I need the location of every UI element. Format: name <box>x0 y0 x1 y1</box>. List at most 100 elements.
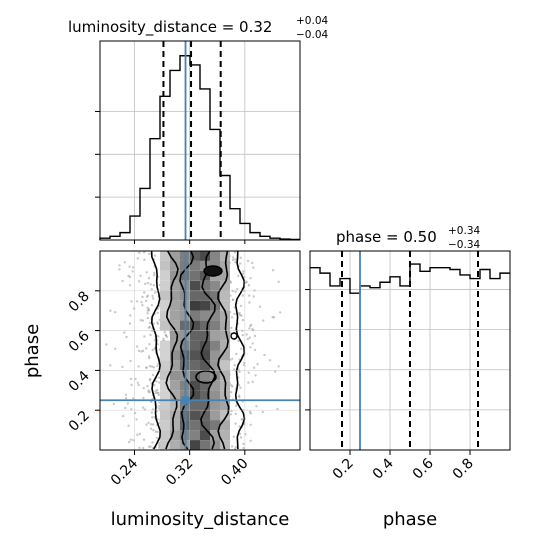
scatter-point <box>249 423 252 426</box>
density-cell <box>160 340 170 351</box>
density-cell <box>170 380 180 391</box>
density-cell <box>220 370 230 381</box>
scatter-point <box>136 433 139 436</box>
scatter-point <box>231 445 234 448</box>
scatter-point <box>148 365 152 368</box>
scatter-point <box>142 386 145 390</box>
scatter-point <box>251 380 254 383</box>
density-cell <box>220 420 230 430</box>
scatter-point <box>148 343 151 346</box>
scatter-point <box>251 328 254 331</box>
scatter-point <box>129 377 133 381</box>
scatter-point <box>156 364 159 368</box>
density-cell <box>190 410 200 421</box>
scatter-point <box>132 397 135 400</box>
density-cell <box>220 300 230 311</box>
density-cell <box>200 360 210 371</box>
scatter-point <box>155 436 159 439</box>
density-cell <box>200 430 210 440</box>
density-cell <box>170 251 180 261</box>
scatter-point <box>129 438 133 441</box>
scatter-point <box>277 365 280 368</box>
density-cell <box>200 330 210 341</box>
scatter-point <box>105 343 108 346</box>
scatter-point <box>135 300 139 303</box>
scatter-point <box>137 349 141 353</box>
xtick-label-phase: 0.4 <box>370 455 397 482</box>
scatter-point <box>153 271 156 275</box>
ytick-label-phase: 0.2 <box>66 408 93 435</box>
density-cell <box>190 260 200 271</box>
scatter-point <box>136 381 139 384</box>
scatter-point <box>241 318 245 322</box>
scatter-point <box>252 366 256 369</box>
contour-island <box>203 265 223 277</box>
scatter-point <box>142 446 145 450</box>
scatter-point <box>251 342 254 345</box>
scatter-point <box>234 261 237 264</box>
scatter-point <box>233 364 236 367</box>
density-cell <box>200 350 210 361</box>
density-cell <box>210 430 220 440</box>
scatter-point <box>151 294 154 298</box>
scatter-point <box>247 284 251 287</box>
scatter-point <box>145 423 148 426</box>
density-cell <box>210 251 220 261</box>
density-cell <box>210 420 220 430</box>
scatter-point <box>276 407 279 411</box>
density-cell <box>190 380 200 391</box>
scatter-point <box>150 411 154 414</box>
scatter-point <box>138 432 142 436</box>
density-cell <box>170 410 180 421</box>
density-cell <box>220 400 230 411</box>
scatter-point <box>239 256 242 259</box>
scatter-point <box>127 274 130 277</box>
density-cell <box>190 430 200 440</box>
scatter-point <box>143 258 146 261</box>
scatter-point <box>156 321 159 324</box>
scatter-point <box>239 436 243 439</box>
scatter-point <box>130 300 133 303</box>
scatter-point <box>146 316 149 320</box>
density-cell <box>200 300 210 311</box>
scatter-point <box>242 270 245 273</box>
scatter-point <box>125 335 128 339</box>
scatter-point <box>150 365 154 368</box>
scatter-point <box>153 291 157 294</box>
density-cell <box>190 440 200 450</box>
scatter-point <box>143 282 147 285</box>
title-luminosity-distance-minus: −0.04 <box>296 29 328 41</box>
density-cell <box>160 310 170 321</box>
scatter-point <box>131 266 135 269</box>
scatter-point <box>151 373 155 377</box>
density-cell <box>220 440 230 450</box>
scatter-point <box>234 422 237 425</box>
scatter-point <box>109 364 112 367</box>
scatter-point <box>254 374 257 377</box>
scatter-point <box>234 412 238 415</box>
scatter-point <box>149 333 152 337</box>
scatter-point <box>256 363 259 366</box>
density-cell <box>200 310 210 321</box>
scatter-point <box>112 402 116 406</box>
density-cell <box>170 310 180 321</box>
scatter-point <box>248 301 251 304</box>
density-cell <box>210 310 220 321</box>
contour-mid-left <box>165 250 179 450</box>
density-cell <box>200 370 210 381</box>
scatter-point <box>235 352 238 356</box>
density-cell <box>160 390 170 401</box>
scatter-point <box>242 272 245 275</box>
scatter-point <box>137 383 140 387</box>
scatter-point <box>134 377 137 381</box>
scatter-point <box>121 365 124 369</box>
scatter-point <box>145 366 148 369</box>
density-cell <box>190 340 200 351</box>
scatter-point <box>152 322 155 325</box>
density-cell <box>190 420 200 430</box>
scatter-point <box>145 271 148 274</box>
density-cell <box>200 320 210 331</box>
density-cell <box>160 290 170 301</box>
density-cell <box>200 380 210 391</box>
frame-hist-dl <box>99 40 301 241</box>
